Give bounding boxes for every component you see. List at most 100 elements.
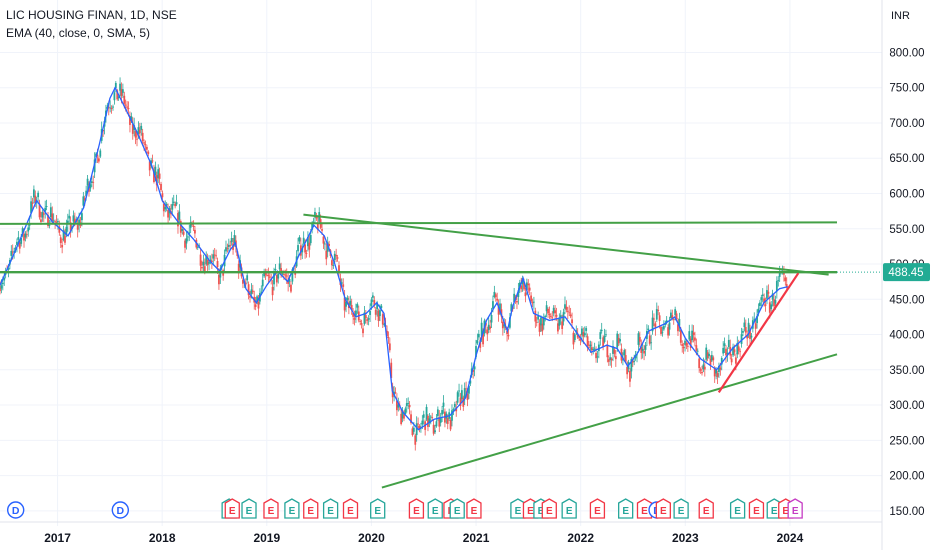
candle-body [739,351,742,353]
earnings-marker-shape [303,498,319,519]
earnings-marker[interactable]: E [241,498,257,519]
earnings-marker[interactable]: E [541,498,557,519]
candle-body [116,90,119,100]
candle-body [201,266,203,269]
candle-body [459,397,462,406]
candle-body [109,107,112,109]
candle-body [229,245,232,247]
earnings-marker[interactable]: E [729,498,746,519]
candle-body [323,243,326,245]
candle-body [576,333,579,338]
y-tick-label: 750.00 [889,83,924,95]
x-tick-label: 2023 [672,531,699,545]
candle-body [312,221,315,223]
candle-body [475,346,477,358]
candle-body [516,301,518,303]
candle-body [388,343,391,351]
candle-body [325,250,328,260]
candle-body [600,329,603,332]
candle-body [727,340,730,348]
candle-body [42,213,45,215]
candle-body [766,290,768,299]
candle-body [397,404,400,408]
candle-body [38,203,41,218]
earnings-marker-label: E [268,506,275,517]
candle-body [297,245,299,252]
candle-body [89,184,92,189]
candle-body [643,350,645,354]
candle-body [345,301,347,307]
candle-body [55,222,58,224]
earnings-marker[interactable]: E [303,498,319,519]
candle-body [314,211,316,218]
candle-body [770,304,773,310]
earnings-marker-label: E [374,506,381,517]
earnings-marker[interactable]: E [449,498,465,519]
earnings-marker[interactable]: E [427,498,443,519]
candle-body [123,95,126,104]
earnings-marker[interactable]: E [787,498,803,519]
y-tick-label: 600.00 [889,188,924,200]
candle-body [96,154,99,156]
earnings-marker[interactable]: E [342,498,359,519]
earnings-marker[interactable]: E [370,498,386,519]
candle-body [208,262,210,264]
earnings-marker[interactable]: E [698,498,714,519]
earnings-marker[interactable]: E [673,498,689,519]
dividend-marker[interactable]: D [6,501,25,519]
earnings-marker[interactable]: E [655,498,671,519]
candle-body [473,366,476,370]
earnings-marker[interactable]: E [618,498,634,519]
candle-body [24,233,27,238]
earnings-marker-label: E [307,506,314,517]
candle-body [147,151,150,154]
candle-body [726,352,729,355]
candle-body [321,229,323,231]
candle-body [701,371,703,374]
candle-body [740,334,743,344]
earnings-marker-label: E [782,506,789,517]
candle-body [66,220,69,225]
earnings-marker[interactable]: E [322,498,339,519]
candle-body [212,254,215,259]
earnings-marker[interactable]: E [748,498,765,519]
earnings-marker[interactable]: E [263,498,279,519]
earnings-marker[interactable]: E [224,498,240,519]
currency-label[interactable]: INR [891,10,910,22]
candle-body [355,310,357,316]
earnings-marker[interactable]: E [466,498,482,519]
earnings-marker[interactable]: E [408,498,425,519]
candle-body [458,390,460,392]
earnings-marker-shape [284,498,300,519]
candle-body [528,287,531,291]
earnings-marker[interactable]: E [561,498,577,519]
earnings-marker[interactable]: E [510,498,526,519]
candle-body [99,150,102,157]
candle-body [17,237,20,240]
candle-body [360,323,363,325]
dividend-marker[interactable]: D [111,501,130,519]
candle-body [630,358,633,372]
candle-body [760,297,763,301]
indicator-legend[interactable]: EMA (40, close, 0, SMA, 5) [6,26,151,40]
candle-body [633,361,636,362]
candle-body [21,228,24,234]
earnings-marker-label: E [246,506,253,517]
candle-body [547,308,549,314]
x-tick-label: 2024 [777,531,804,545]
earnings-marker[interactable]: E [284,498,300,519]
candle-body [209,259,212,261]
candle-body [709,358,712,365]
candle-body [507,335,510,337]
earnings-marker[interactable]: E [589,498,606,519]
candle-body [174,203,177,207]
candle-body [244,282,247,285]
candle-body [712,357,715,361]
candle-body [565,306,568,310]
candle-body [363,312,366,324]
earnings-marker-shape [427,498,443,519]
candle-body [503,324,506,327]
candle-body [586,336,589,347]
